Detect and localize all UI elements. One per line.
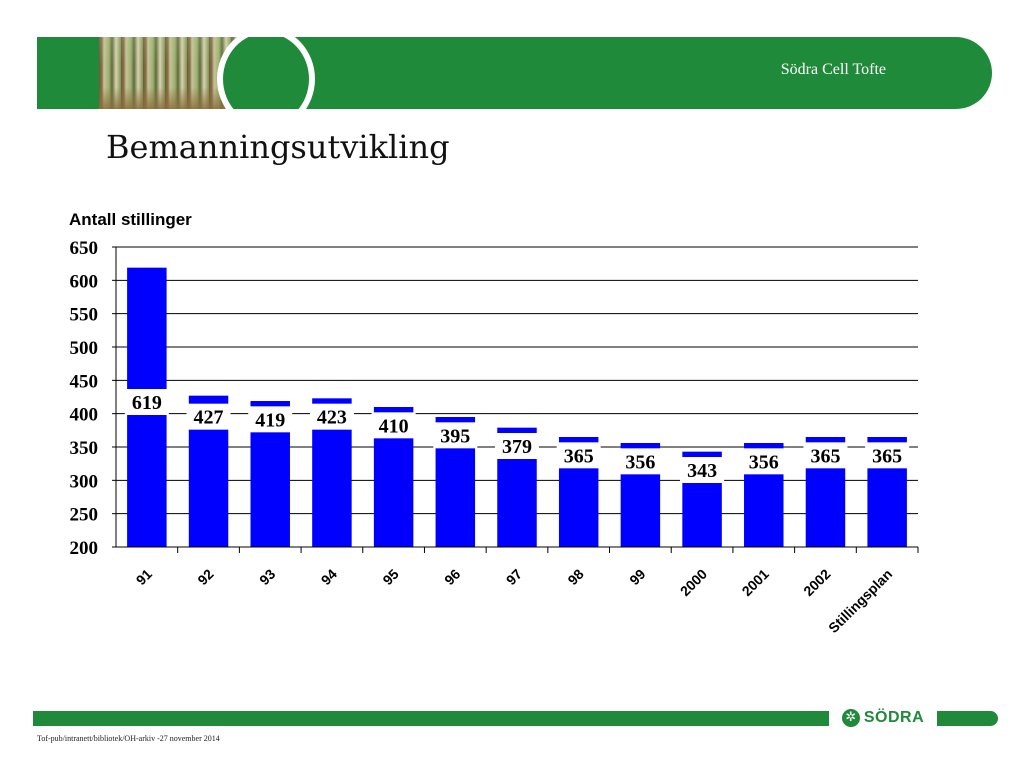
footer-path: Tof-pub/intranett/bibliotek/OH-arkiv -27… <box>37 734 220 743</box>
y-tick-label: 450 <box>70 371 99 392</box>
data-label-box <box>803 442 848 469</box>
y-tick-label: 400 <box>70 405 99 426</box>
data-label: 356 <box>625 451 655 473</box>
footer-bar <box>33 711 998 726</box>
data-label: 343 <box>687 460 717 482</box>
x-tick-label: 2000 <box>677 566 710 599</box>
y-tick-label: 650 <box>70 238 99 259</box>
y-axis-label: Antall stillinger <box>69 210 192 229</box>
y-tick-label: 250 <box>70 505 99 526</box>
x-tick-label: Stillingsplan <box>825 566 895 636</box>
x-tick-label: 97 <box>503 566 525 588</box>
bar-chart: 200 250 300 350 400 450 500 550 600 650 91 92 93 94 95… <box>69 210 919 636</box>
data-label: 356 <box>749 451 779 473</box>
x-tick-label: 94 <box>318 566 340 588</box>
y-tick-label: 350 <box>70 438 99 459</box>
data-label: 365 <box>810 445 840 467</box>
header-arc-decoration <box>217 37 315 109</box>
sodra-logo: ✲ SÖDRA <box>829 705 937 731</box>
data-label: 419 <box>255 409 285 431</box>
data-label: 410 <box>379 415 409 437</box>
y-tick-label: 300 <box>70 471 99 492</box>
x-tick-label: 99 <box>626 566 648 588</box>
x-tick-label: 2002 <box>800 566 833 599</box>
x-tick-label: 98 <box>564 566 586 588</box>
x-tick-label: 95 <box>379 566 401 588</box>
data-label-box <box>124 389 169 415</box>
y-tick-label: 550 <box>70 305 99 326</box>
y-tick-label: 500 <box>70 338 99 359</box>
data-label-box <box>556 442 601 469</box>
data-label: 423 <box>317 407 347 429</box>
company-name: Södra Cell Tofte <box>780 61 886 78</box>
x-tick-label: 91 <box>133 566 155 588</box>
data-labels: 619 427 419 423 410 395 379 365 356 343 356 365 365 <box>124 389 910 483</box>
y-tick-label: 600 <box>70 271 99 292</box>
data-label-box <box>741 448 786 475</box>
data-label-box <box>433 422 478 449</box>
x-tick-label: 93 <box>256 566 278 588</box>
data-label-box <box>680 457 725 483</box>
data-label-box <box>186 403 231 430</box>
header-bar: Södra Cell Tofte <box>37 37 992 109</box>
data-label-box <box>371 412 416 439</box>
data-label-box <box>865 442 910 469</box>
y-tick-label: 200 <box>70 538 99 559</box>
data-label-box <box>495 433 539 459</box>
bars <box>127 267 907 547</box>
data-label-box <box>618 448 663 475</box>
sodra-logo-icon: ✲ <box>841 709 860 727</box>
data-label-box <box>248 406 293 433</box>
data-label: 427 <box>194 407 224 429</box>
data-label: 365 <box>564 445 594 467</box>
data-label: 619 <box>132 392 162 414</box>
x-tick-label: 2001 <box>739 566 772 599</box>
data-label-box <box>309 403 354 430</box>
data-label: 379 <box>502 436 532 458</box>
x-tick-label: 96 <box>441 566 463 588</box>
data-label: 365 <box>872 445 902 467</box>
data-label: 395 <box>440 425 470 447</box>
sodra-logo-text: SÖDRA <box>863 709 925 726</box>
x-tick-label: 92 <box>194 566 216 588</box>
slide-title: Bemanningsutvikling <box>106 128 450 166</box>
